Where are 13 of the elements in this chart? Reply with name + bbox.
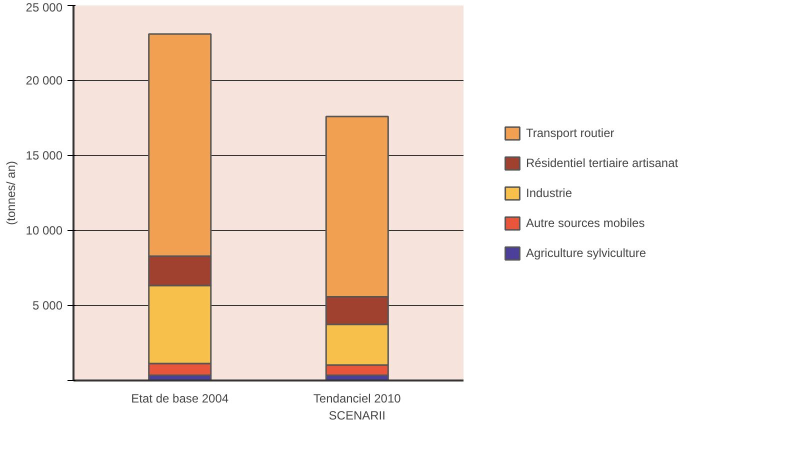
legend-label: Transport routier	[526, 126, 614, 140]
legend-label: Agriculture sylviculture	[526, 246, 646, 260]
y-tick-label: 15 000	[26, 148, 63, 162]
y-axis-title: (tonnes/ an)	[4, 160, 18, 226]
y-tick-label: 25 000	[26, 0, 63, 14]
legend-label: Industrie	[526, 186, 572, 200]
legend-label: Autre sources mobiles	[526, 216, 645, 230]
legend-label: Résidentiel tertiaire artisanat	[526, 156, 678, 170]
y-tick-label: 20 000	[26, 74, 63, 88]
y-tick-label: 5 000	[32, 298, 63, 312]
x-tick-label: Etat de base 2004	[131, 392, 229, 406]
x-tick-label: Tendanciel 2010 SCENARII	[313, 392, 402, 422]
y-tick-label: 10 000	[26, 224, 63, 238]
